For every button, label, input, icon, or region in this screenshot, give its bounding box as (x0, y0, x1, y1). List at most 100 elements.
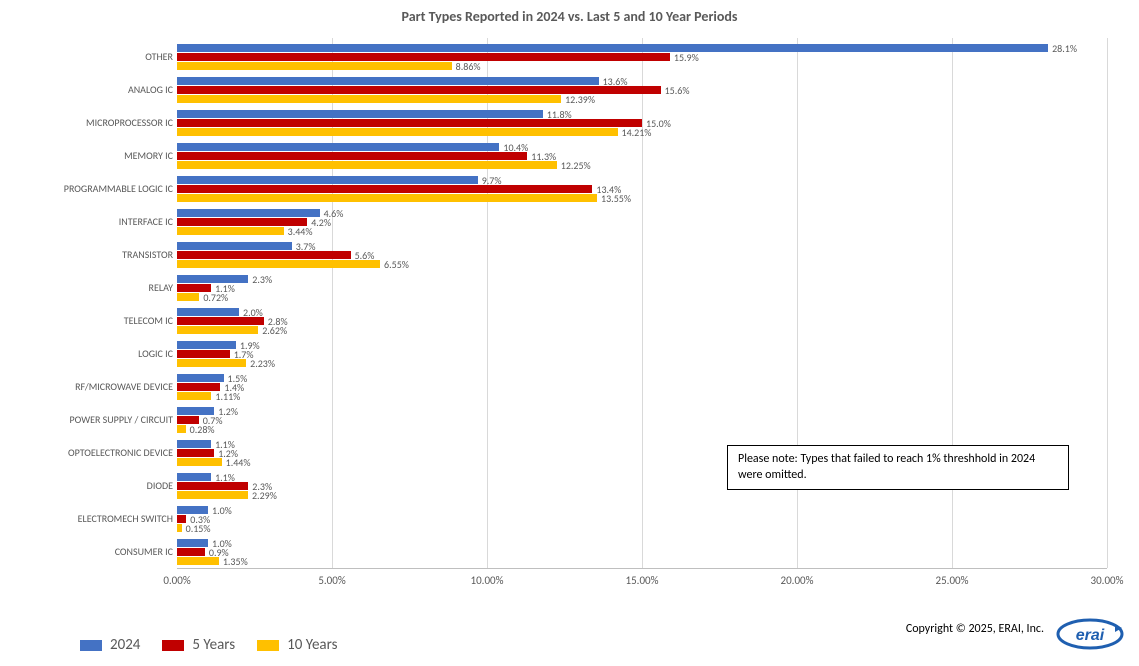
legend-label: 10 Years (287, 636, 337, 654)
bar (177, 539, 208, 547)
value-label: 1.0% (212, 504, 232, 517)
value-label: 13.55% (601, 192, 631, 205)
category-label: OPTOELECTRONIC DEVICE (8, 446, 173, 459)
category-label: RF/MICROWAVE DEVICE (8, 380, 173, 393)
category-label: ANALOG IC (8, 83, 173, 96)
bar (177, 317, 264, 325)
bar (177, 392, 211, 400)
bar (177, 440, 211, 448)
legend-label: 2024 (110, 636, 140, 654)
value-label: 1.11% (215, 390, 240, 403)
x-axis-tick: 20.00% (781, 574, 814, 587)
x-axis-tick: 10.00% (471, 574, 504, 587)
category-label: OTHER (8, 50, 173, 63)
bar (177, 482, 248, 490)
category-label: MICROPROCESSOR IC (8, 116, 173, 129)
copyright-text: Copyright © 2025, ERAI, Inc. (906, 622, 1044, 636)
bar (177, 209, 320, 217)
bar (177, 350, 230, 358)
logo-text: erai (1076, 627, 1105, 644)
category-label: LOGIC IC (8, 347, 173, 360)
category-label: POWER SUPPLY / CIRCUIT (8, 413, 173, 426)
chart-title: Part Types Reported in 2024 vs. Last 5 a… (0, 8, 1139, 25)
category-label: TELECOM IC (8, 314, 173, 327)
bar (177, 227, 284, 235)
bar (177, 308, 239, 316)
x-axis-tick: 25.00% (936, 574, 969, 587)
legend: 2024 5 Years 10 Years (80, 636, 337, 654)
category-label: CONSUMER IC (8, 545, 173, 558)
value-label: 2.3% (252, 273, 272, 286)
category-label: RELAY (8, 281, 173, 294)
x-axis-tick: 5.00% (318, 574, 345, 587)
bar (177, 176, 478, 184)
category-label: TRANSISTOR (8, 248, 173, 261)
bar (177, 341, 236, 349)
bar (177, 524, 182, 532)
bar (177, 458, 222, 466)
category-label: MEMORY IC (8, 149, 173, 162)
legend-swatch (80, 640, 102, 651)
bar (177, 326, 258, 334)
category-label: PROGRAMMABLE LOGIC IC (8, 182, 173, 195)
value-label: 12.39% (565, 93, 595, 106)
gridline (642, 38, 643, 568)
bar (177, 62, 452, 70)
bar (177, 242, 292, 250)
bar (177, 152, 527, 160)
bar (177, 128, 618, 136)
bar (177, 260, 380, 268)
value-label: 6.55% (384, 258, 409, 271)
gridline (1107, 38, 1108, 568)
value-label: 15.6% (665, 84, 690, 97)
legend-label: 5 Years (192, 636, 235, 654)
bar (177, 275, 248, 283)
category-label: ELECTROMECH SWITCH (8, 512, 173, 525)
bar (177, 185, 592, 193)
bar (177, 425, 186, 433)
bar (177, 119, 642, 127)
value-label: 15.9% (674, 51, 699, 64)
value-label: 1.44% (226, 456, 251, 469)
value-label: 2.62% (262, 324, 287, 337)
bar (177, 194, 597, 202)
note-box: Please note: Types that failed to reach … (727, 445, 1069, 490)
chart-page: { "title": "Part Types Reported in 2024 … (0, 0, 1139, 666)
value-label: 0.28% (190, 423, 215, 436)
legend-item-5yr: 5 Years (162, 636, 235, 654)
bar (177, 374, 224, 382)
legend-swatch (257, 640, 279, 651)
bar (177, 359, 246, 367)
bar (177, 143, 499, 151)
bar (177, 251, 351, 259)
bar (177, 491, 248, 499)
x-axis-tick: 0.00% (163, 574, 190, 587)
value-label: 14.21% (622, 126, 652, 139)
x-axis-tick: 15.00% (626, 574, 659, 587)
value-label: 3.44% (288, 225, 313, 238)
erai-logo: erai (1055, 614, 1125, 654)
bar (177, 383, 220, 391)
bar (177, 449, 214, 457)
legend-item-2024: 2024 (80, 636, 140, 654)
category-label: INTERFACE IC (8, 215, 173, 228)
value-label: 0.72% (203, 291, 228, 304)
bar (177, 95, 561, 103)
legend-swatch (162, 640, 184, 651)
value-label: 8.86% (456, 60, 481, 73)
bar (177, 473, 211, 481)
category-label: DIODE (8, 479, 173, 492)
legend-item-10yr: 10 Years (257, 636, 337, 654)
value-label: 28.1% (1052, 42, 1077, 55)
bar (177, 53, 670, 61)
bar (177, 161, 557, 169)
value-label: 0.15% (186, 522, 211, 535)
bar (177, 548, 205, 556)
bar (177, 293, 199, 301)
value-label: 12.25% (561, 159, 591, 172)
bar (177, 110, 543, 118)
value-label: 1.35% (223, 555, 248, 568)
bar (177, 77, 599, 85)
value-label: 2.29% (252, 489, 277, 502)
value-label: 2.23% (250, 357, 275, 370)
